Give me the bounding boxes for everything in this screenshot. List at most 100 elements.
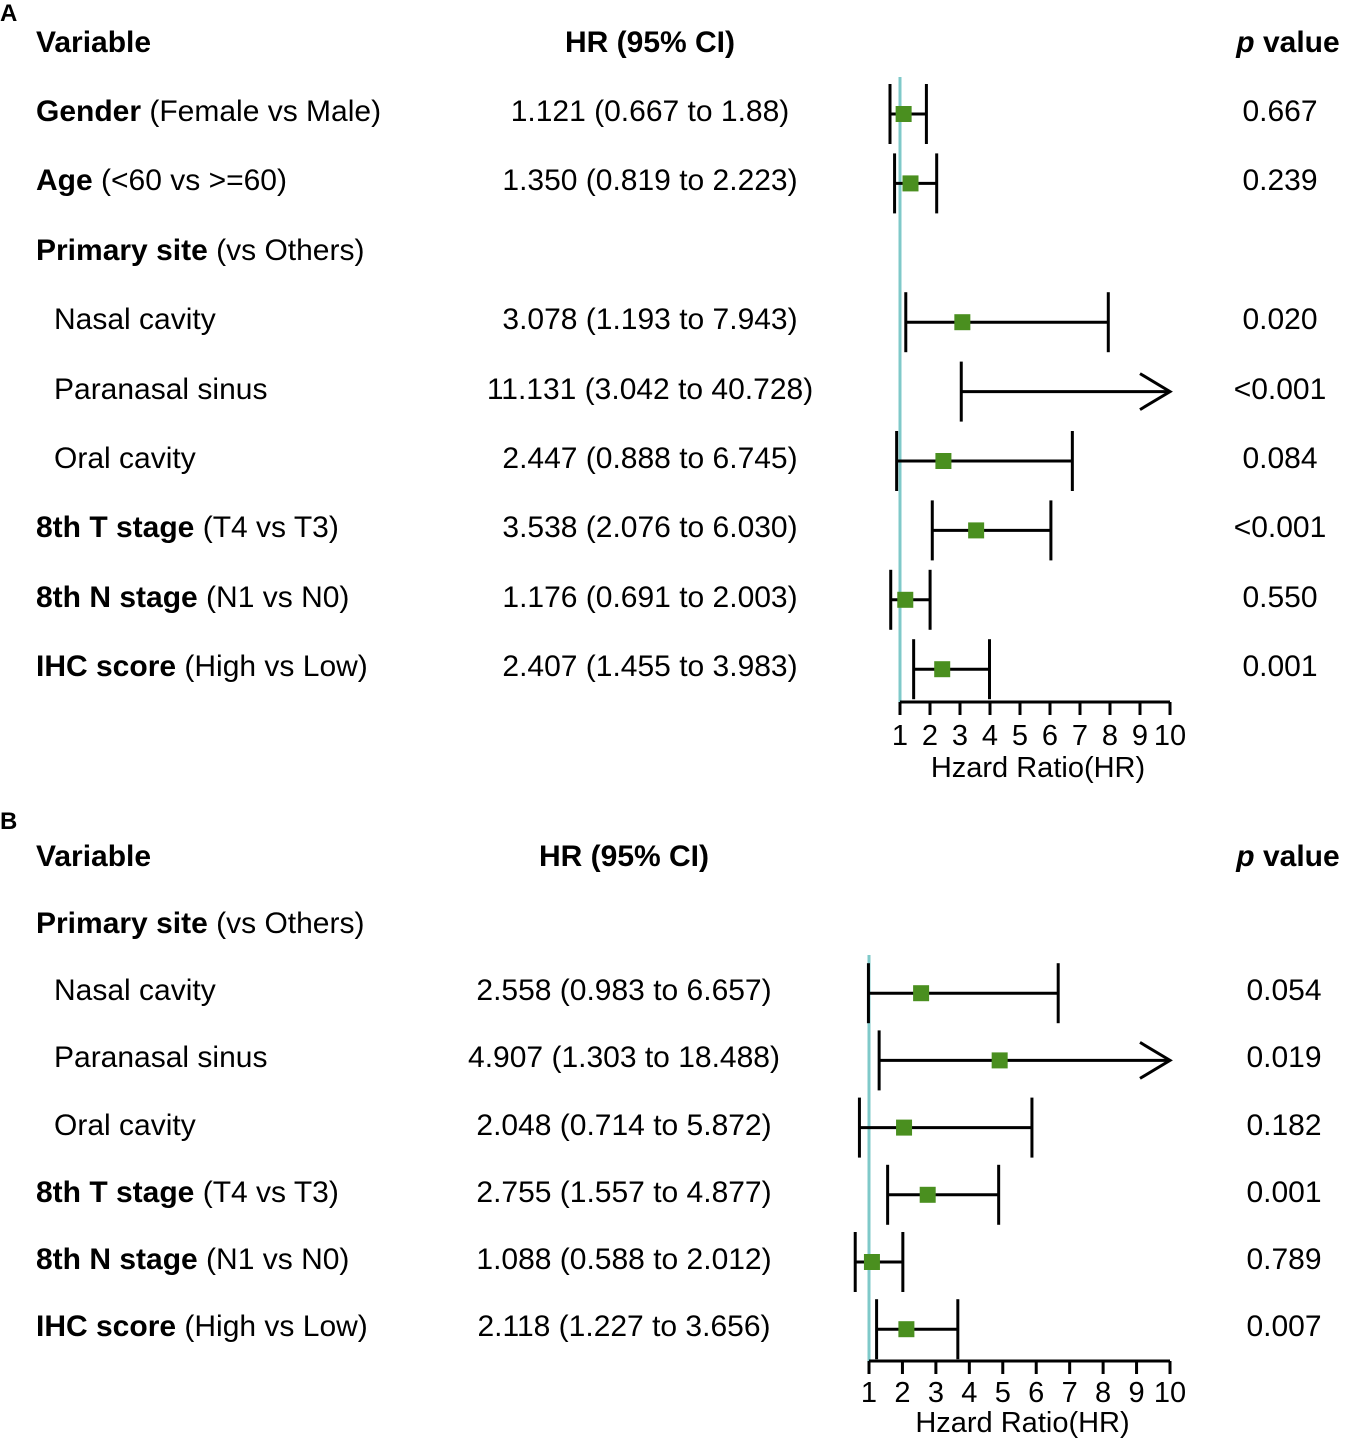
ci-arrow — [1139, 372, 1173, 411]
row-label-bold: 8th T stage — [36, 1175, 195, 1209]
row-label: 8th T stage (T4 vs T3) — [36, 1175, 339, 1209]
header-hr: HR (95% CI) — [538, 840, 710, 873]
row-label-rest: (High vs Low) — [176, 1310, 368, 1344]
row-p-value: 0.019 — [1246, 1041, 1322, 1075]
x-tick-label: 2 — [894, 1377, 910, 1409]
row-label-rest: Paranasal sinus — [54, 1041, 268, 1075]
row-label: Nasal cavity — [54, 305, 216, 335]
header-p-value: p value — [1236, 28, 1339, 58]
row-label-rest: (Female vs Male) — [141, 95, 382, 128]
row-hr-ci: 3.078 (1.193 to 7.943) — [502, 303, 798, 337]
row-label-rest: (N1 vs N0) — [197, 1243, 350, 1276]
row-hr-ci: 4.907 (1.303 to 18.488) — [468, 1041, 780, 1075]
hr-marker — [935, 453, 952, 469]
row-label: Primary site (vs Others) — [36, 233, 365, 267]
x-tick-label: 4 — [982, 720, 998, 752]
row-label: Gender (Female vs Male) — [36, 97, 381, 127]
row-label-bold: Age — [36, 164, 93, 198]
row-hr-ci: 2.558 (0.983 to 6.657) — [476, 974, 772, 1008]
row-label-bold: 8th T stage — [36, 511, 195, 545]
row-hr-ci: 2.447 (0.888 to 6.745) — [502, 442, 798, 475]
row-label-bold: IHC score — [36, 650, 177, 684]
row-hr-ci: 2.048 (0.714 to 5.872) — [476, 1108, 772, 1142]
row-label-rest: Nasal cavity — [54, 303, 216, 337]
x-axis-label: Hzard Ratio(HR) — [915, 1407, 1129, 1439]
row-label: 8th N stage (N1 vs N0) — [36, 580, 350, 614]
x-tick-label: 10 — [1154, 1377, 1186, 1409]
hr-marker — [895, 106, 912, 122]
row-hr-ci: 1.088 (0.588 to 2.012) — [476, 1243, 772, 1276]
row-label: IHC score (High vs Low) — [36, 1312, 368, 1342]
row-label-bold: Primary site — [36, 907, 208, 940]
row-p-value: 0.789 — [1246, 1243, 1322, 1276]
row-label: IHC score (High vs Low) — [36, 652, 368, 682]
row-p-value: 0.239 — [1242, 164, 1318, 198]
row-label: Nasal cavity — [54, 976, 216, 1006]
row-hr-ci: 2.118 (1.227 to 3.656) — [477, 1310, 771, 1344]
row-label-rest: (N1 vs N0) — [197, 580, 350, 614]
row-label-bold: Primary site — [36, 233, 208, 267]
x-tick-label: 6 — [1042, 720, 1058, 752]
x-tick-label: 7 — [1062, 1377, 1078, 1409]
row-label: 8th T stage (T4 vs T3) — [36, 513, 339, 543]
hr-marker — [919, 1186, 936, 1203]
row-label-rest: (T4 vs T3) — [194, 511, 339, 545]
x-tick-label: 3 — [928, 1377, 944, 1409]
hr-marker — [896, 1119, 913, 1136]
header-hr: HR (95% CI) — [564, 26, 736, 59]
row-label-rest: (T4 vs T3) — [194, 1175, 339, 1209]
row-label: Paranasal sinus — [54, 372, 268, 406]
row-p-value: 0.001 — [1242, 650, 1318, 684]
x-tick-label: 2 — [922, 720, 938, 752]
row-p-value: 0.054 — [1246, 974, 1322, 1008]
row-hr-ci: 11.131 (3.042 to 40.728) — [486, 372, 814, 406]
row-hr-ci: 1.350 (0.819 to 2.223) — [502, 164, 798, 198]
x-tick-label: 1 — [892, 720, 908, 752]
x-tick-label: 9 — [1128, 1377, 1144, 1409]
row-p-value: 0.667 — [1242, 95, 1318, 128]
row-p-value: 0.001 — [1246, 1175, 1322, 1209]
hr-marker — [897, 591, 914, 608]
x-tick-label: 10 — [1154, 720, 1186, 752]
x-tick-label: 6 — [1028, 1377, 1044, 1409]
row-label-bold: 8th N stage — [36, 1243, 198, 1276]
row-hr-ci: 1.176 (0.691 to 2.003) — [502, 580, 798, 614]
hr-marker — [902, 175, 919, 192]
row-label: Paranasal sinus — [54, 1043, 267, 1073]
row-p-value: 0.084 — [1242, 442, 1318, 475]
row-label-rest: (vs Others) — [207, 233, 365, 267]
row-label: Oral cavity — [54, 1108, 196, 1142]
header-variable: Variable — [36, 840, 152, 873]
row-label-rest: Paranasal sinus — [54, 372, 268, 406]
row-p-value: 0.182 — [1246, 1108, 1322, 1142]
hr-marker — [863, 1254, 880, 1270]
hr-marker — [954, 314, 971, 331]
panel-b: B Variable HR (95% CI) p value 1 2 3 4 5 6 7 8 9 10 Hz… — [0, 808, 1345, 1439]
row-hr-ci: 2.755 (1.557 to 4.877) — [476, 1175, 772, 1209]
hr-marker — [898, 1321, 915, 1338]
x-tick-label: 1 — [861, 1377, 877, 1409]
x-tick-label: 3 — [952, 720, 968, 752]
header-p-italic: p — [1236, 26, 1255, 59]
x-tick-label: 5 — [995, 1377, 1011, 1409]
x-tick-label: 8 — [1095, 1377, 1111, 1409]
row-hr-ci: 3.538 (2.076 to 6.030) — [502, 511, 798, 545]
panel-label: A — [0, 0, 18, 27]
row-label-rest: (vs Others) — [207, 907, 365, 940]
row-hr-ci: 2.407 (1.455 to 3.983) — [502, 650, 798, 684]
hr-marker — [913, 985, 930, 1002]
row-label: Age (<60 vs >=60) — [36, 166, 287, 196]
row-label-rest: Oral cavity — [54, 1108, 196, 1142]
row-label-bold: 8th N stage — [36, 580, 198, 614]
x-tick-label: 4 — [961, 1377, 977, 1409]
x-axis-label: Hzard Ratio(HR) — [931, 752, 1145, 784]
forest-plot: 1 2 3 4 5 6 7 8 9 10 Hzard Ratio(HR) — [853, 955, 1186, 1439]
row-label-bold: Gender — [36, 95, 142, 128]
row-p-value: 0.550 — [1242, 580, 1318, 614]
row-label: Oral cavity — [54, 444, 196, 474]
panel-label: B — [0, 808, 18, 835]
header-p-rest: value — [1254, 840, 1340, 873]
row-label: 8th N stage (N1 vs N0) — [36, 1245, 349, 1275]
hr-marker — [968, 522, 985, 539]
x-tick-label: 8 — [1102, 720, 1118, 752]
